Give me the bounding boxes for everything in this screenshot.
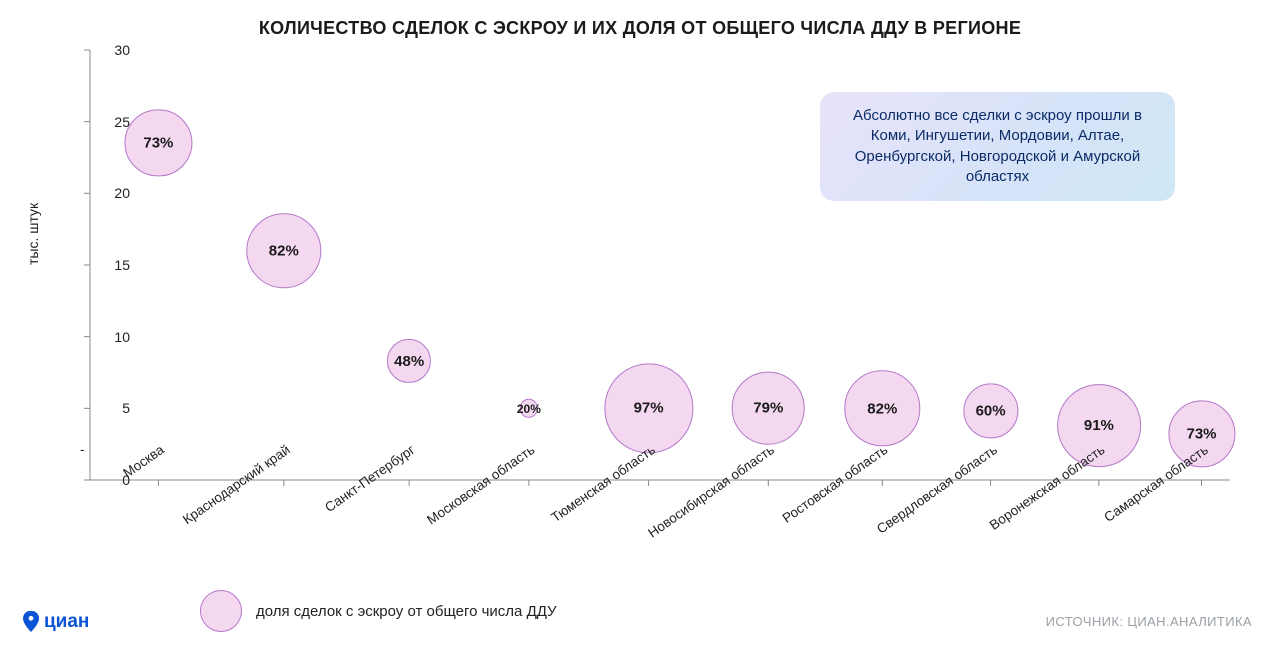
map-pin-icon bbox=[22, 611, 40, 633]
y-tick-label: 10 bbox=[90, 329, 130, 345]
y-tick-label: 20 bbox=[90, 185, 130, 201]
legend: доля сделок с эскроу от общего числа ДДУ bbox=[200, 590, 557, 632]
data-bubble: 48% bbox=[387, 339, 431, 383]
logo-text: циан bbox=[44, 611, 89, 633]
info-callout: Абсолютно все сделки с эскроу прошли в К… bbox=[820, 92, 1175, 201]
legend-text: доля сделок с эскроу от общего числа ДДУ bbox=[256, 603, 557, 620]
legend-swatch bbox=[200, 590, 242, 632]
data-bubble: 20% bbox=[520, 399, 538, 417]
y-tick-label: 15 bbox=[90, 257, 130, 273]
data-bubble: 73% bbox=[125, 110, 192, 177]
data-bubble: 97% bbox=[604, 364, 693, 453]
brand-logo: циан bbox=[22, 611, 89, 633]
y-tick-label: 5 bbox=[90, 400, 130, 416]
x-tick-dash: - bbox=[80, 442, 85, 457]
y-tick-label: 30 bbox=[90, 42, 130, 58]
y-axis-label: тыс. штук bbox=[25, 203, 41, 265]
source-credit: ИСТОЧНИК: ЦИАН.АНАЛИТИКА bbox=[1046, 614, 1252, 629]
data-bubble: 79% bbox=[732, 372, 805, 445]
chart-title: КОЛИЧЕСТВО СДЕЛОК С ЭСКРОУ И ИХ ДОЛЯ ОТ … bbox=[0, 18, 1280, 39]
y-tick-label: 25 bbox=[90, 114, 130, 130]
data-bubble: 60% bbox=[963, 384, 1018, 439]
